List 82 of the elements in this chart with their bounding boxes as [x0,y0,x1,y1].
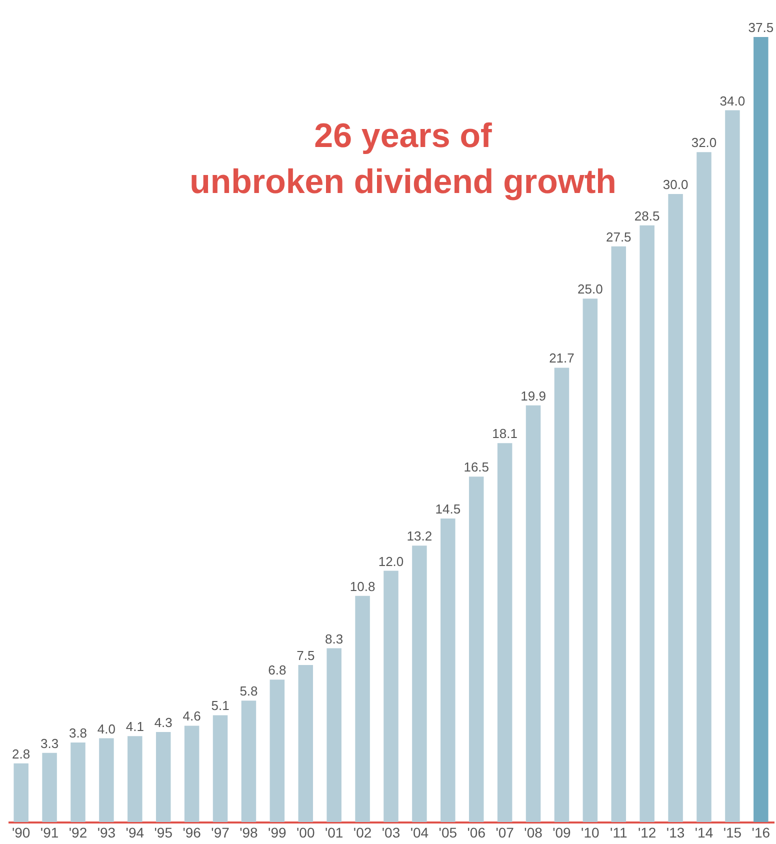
bar [14,763,28,822]
bar [384,570,398,822]
x-tick-label: '01 [324,824,344,840]
bar [554,368,570,822]
data-label: 12.0 [378,554,404,569]
x-tick-label: '96 [182,824,202,840]
x-tick-label: '97 [211,824,230,840]
data-label: 21.7 [549,350,574,366]
bar [582,298,598,822]
data-label: 27.5 [606,229,632,244]
x-tick-label: '02 [353,824,372,840]
data-label: 14.5 [435,501,461,516]
data-label: 5.8 [240,684,258,699]
x-tick-label: '04 [410,824,429,840]
x-tick-label: '06 [467,824,486,840]
data-label: 16.5 [464,460,490,475]
data-label: 8.3 [325,631,344,646]
bar [696,152,712,822]
bar [128,736,142,822]
x-tick-label: '16 [752,824,770,840]
bar [640,225,654,822]
bar [412,546,427,822]
x-tick-label: '92 [68,824,88,840]
x-tick-label: '07 [496,824,514,840]
data-label: 4.0 [97,721,116,736]
x-tick-label: '13 [666,824,685,840]
data-label: 28.5 [634,208,660,224]
data-label: 18.1 [492,426,518,442]
bar [526,405,541,822]
x-tick-label: '15 [723,824,742,840]
data-label: 19.9 [520,388,546,404]
bar [440,518,456,822]
bar [754,37,768,822]
data-label: 25.0 [578,282,603,297]
bar [241,700,256,822]
x-tick-label: '90 [12,824,30,840]
x-tick-label: '95 [154,824,173,840]
bar [298,665,314,822]
bar [99,738,114,822]
data-label: 3.8 [68,725,88,740]
x-tick-label: '03 [382,824,400,840]
x-tick-label: '10 [581,824,600,840]
x-tick-label: '08 [524,824,543,840]
x-tick-label: '93 [97,824,116,840]
bar [326,648,342,822]
data-label: 10.8 [350,578,376,594]
bar [355,596,370,822]
x-tick-label: '99 [268,824,287,840]
data-label: 2.8 [12,746,30,762]
data-label: 13.2 [406,528,432,544]
bar [725,110,740,822]
data-label: 37.5 [748,20,774,35]
data-label: 3.3 [40,736,59,751]
x-tick-label: '09 [552,824,572,840]
data-label: 30.0 [662,177,688,192]
bar [42,752,57,822]
data-label: 7.5 [296,648,315,663]
x-tick-label: '12 [638,824,656,840]
bar [156,732,171,822]
bar [70,742,86,822]
bar [668,194,683,822]
x-tick-label: '11 [610,824,628,840]
x-tick-label: '00 [296,824,315,840]
x-tick-label: '14 [694,824,714,840]
bar [212,715,228,822]
text: 26 years of unbroken dividend growth [190,117,616,201]
data-label: 34.0 [720,93,746,108]
x-tick-label: '05 [438,824,458,840]
data-label: 6.8 [268,662,286,678]
data-label: 4.1 [126,719,144,734]
data-label: 4.6 [182,708,201,724]
bar [184,726,200,822]
data-label: 5.1 [211,698,230,714]
bar [270,680,285,822]
bar [468,476,484,822]
x-tick-label: '91 [40,824,59,840]
data-label: 32.0 [691,135,717,150]
bar [611,246,626,822]
data-label: 4.3 [154,714,172,730]
bar [497,443,512,822]
x-tick-label: '94 [126,824,144,840]
x-tick-label: '98 [240,824,258,840]
